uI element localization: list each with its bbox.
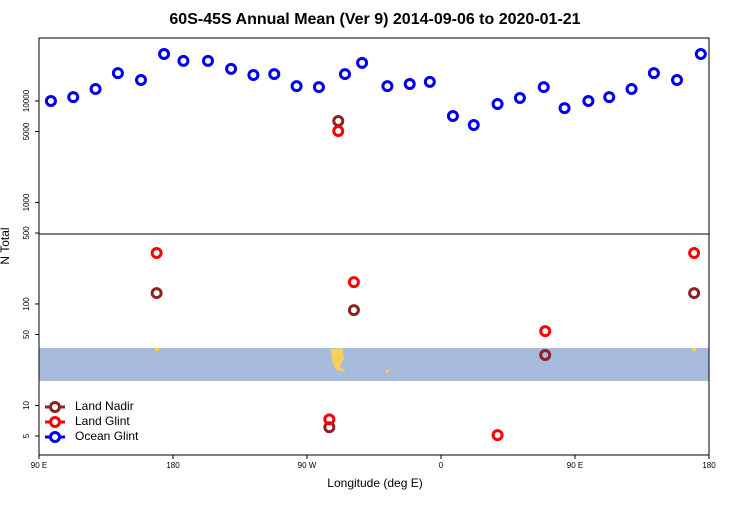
x-axis-label: Longitude (deg E) [327, 476, 422, 490]
point [290, 80, 303, 93]
y-tick-label: 50 [22, 330, 31, 339]
point [332, 115, 345, 128]
point [403, 77, 416, 90]
y-tick-label: 10 [22, 400, 31, 409]
point [347, 276, 360, 289]
point [177, 54, 190, 67]
point [225, 62, 238, 75]
x-tick-label: 90 W [298, 461, 317, 470]
point [539, 349, 552, 362]
point [467, 118, 480, 131]
point [312, 81, 325, 94]
point [134, 73, 147, 86]
legend-label: Land Nadir [75, 399, 134, 413]
point [694, 48, 707, 61]
point [381, 80, 394, 93]
point [446, 109, 459, 122]
point [537, 81, 550, 94]
legend-label: Land Glint [75, 414, 130, 428]
point [247, 69, 260, 82]
chart-title: 60S-45S Annual Mean (Ver 9) 2014-09-06 t… [169, 11, 580, 28]
x-tick-label: 180 [166, 461, 180, 470]
y-axis-label: N Total [0, 227, 12, 264]
y-tick-label: 10000 [22, 89, 31, 112]
point [150, 246, 163, 259]
y-tick-label: 5000 [22, 122, 31, 140]
y-tick-label: 5 [22, 433, 31, 438]
point [150, 287, 163, 300]
point [111, 67, 124, 80]
point [491, 429, 504, 442]
legend-label: Ocean Glint [75, 429, 139, 443]
point [670, 73, 683, 86]
map-strip [39, 348, 709, 381]
point [688, 287, 701, 300]
point [338, 68, 351, 81]
plot-frame [38, 37, 710, 456]
point [423, 75, 436, 88]
point [558, 102, 571, 115]
legend-marker [49, 401, 61, 413]
y-tick-label: 1000 [22, 193, 31, 211]
point [332, 124, 345, 137]
point [158, 48, 171, 61]
legend-marker [49, 431, 61, 443]
y-tick-label: 500 [22, 226, 31, 240]
point [491, 98, 504, 111]
point [513, 91, 526, 104]
point [201, 54, 214, 67]
point [688, 246, 701, 259]
point [67, 91, 80, 104]
point [539, 325, 552, 338]
point [582, 94, 595, 107]
point [268, 68, 281, 81]
point [647, 67, 660, 80]
point [323, 413, 336, 426]
point [347, 304, 360, 317]
x-tick-label: 180 [702, 461, 716, 470]
x-tick-label: 90 E [567, 461, 583, 470]
point [625, 83, 638, 96]
point [44, 94, 57, 107]
x-tick-label: 90 E [31, 461, 47, 470]
point [603, 91, 616, 104]
legend-marker [49, 416, 61, 428]
y-tick-label: 100 [22, 297, 31, 311]
point [356, 56, 369, 69]
x-tick-label: 0 [439, 461, 444, 470]
point [89, 83, 102, 96]
